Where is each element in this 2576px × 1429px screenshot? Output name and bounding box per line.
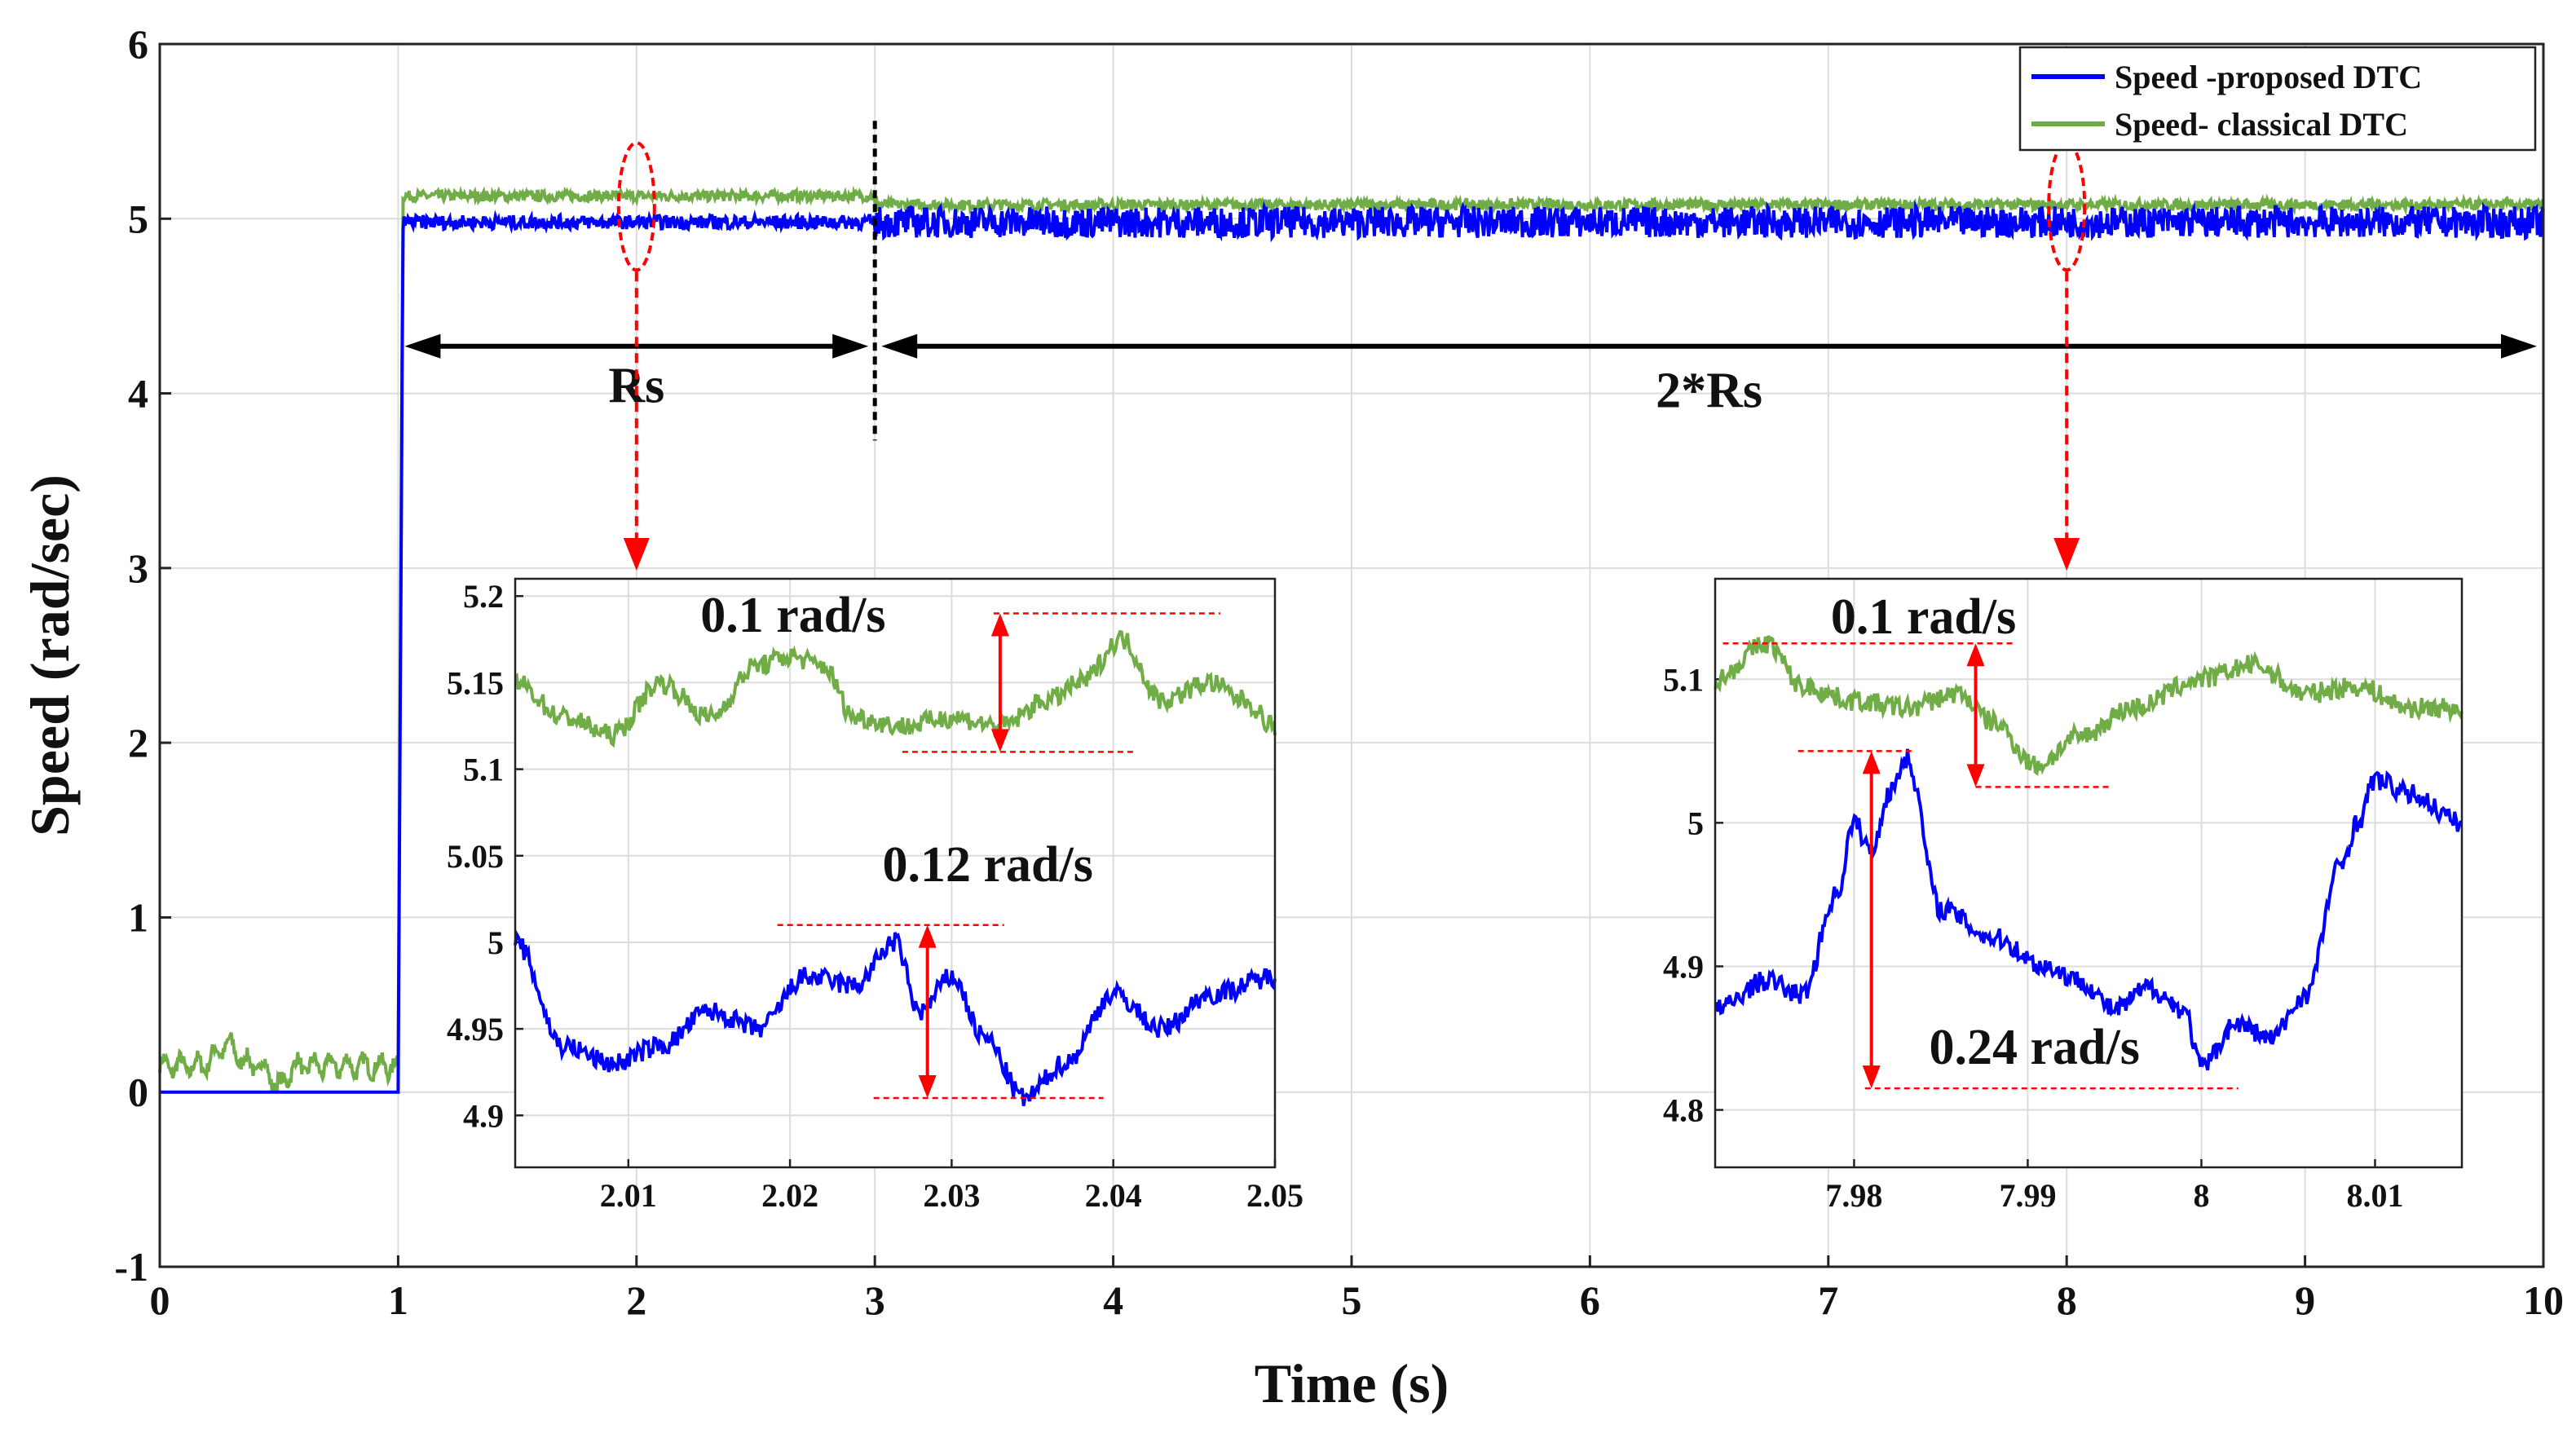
inset-series-line-classical (514, 629, 1277, 748)
x-tick-label: 10 (2523, 1277, 2564, 1323)
inset-2-frame (1714, 577, 2464, 1169)
inset-x-tick-label: 2.02 (761, 1177, 818, 1214)
inset-2-tick-labels: 7.98 7.99 8 8.01 4.8 4.9 5 5.1 (1663, 661, 2403, 1214)
inset-2-series (1714, 635, 2464, 1071)
y-tick-label: 4 (128, 371, 148, 417)
ripple-arrow-head-down (1966, 764, 1985, 787)
main-plot-frame (158, 42, 2545, 1268)
y-tick-label: 0 (128, 1070, 148, 1115)
x-tick-label: 4 (1103, 1277, 1123, 1323)
ripple-label-classical: 0.1 rad/s (1831, 589, 2016, 645)
x-tick-label: 5 (1342, 1277, 1362, 1323)
inset-y-tick-label: 4.9 (1663, 948, 1704, 985)
inset-y-tick-label: 5.1 (1663, 661, 1704, 698)
inset-x-tick-label: 2.04 (1085, 1177, 1142, 1214)
inset-2-background (1715, 579, 2462, 1167)
inset-y-tick-label: 5 (1687, 805, 1704, 841)
x-tick-label: 0 (150, 1277, 170, 1323)
zoom-1-ellipse (616, 141, 656, 272)
legend-label-classical: Speed- classical DTC (2115, 106, 2408, 143)
y-tick-label: -1 (114, 1244, 148, 1290)
inset-1-background (515, 579, 1275, 1167)
inset-1-tick-labels: 2.01 2.02 2.03 2.04 2.05 4.9 4.95 5 5.05 5.1 5.15 5… (447, 578, 1303, 1214)
x-tick-label: 6 (1580, 1277, 1600, 1323)
ripple-arrow-head-up (918, 924, 937, 948)
y-tick-label: 2 (128, 720, 148, 765)
inset-y-tick-label: 4.9 (463, 1097, 504, 1134)
x-tick-label: 3 (865, 1277, 885, 1323)
y-tick-label: 6 (128, 21, 148, 67)
main-series (158, 185, 2545, 1094)
y-tick-label: 5 (128, 196, 148, 241)
ripple-arrow-head-down (1862, 1065, 1881, 1089)
inset-y-tick-label: 5.05 (447, 838, 504, 875)
inset-series-line-proposed (1714, 748, 2463, 1071)
y-tick-label: 3 (128, 545, 148, 591)
ripple-arrow-head-up (990, 613, 1009, 637)
y-axis-label: Speed (rad/sec) (19, 474, 81, 836)
inset-1-frame (514, 577, 1277, 1169)
zoom-1-pointer-head (623, 538, 650, 571)
legend: Speed -proposed DTC Speed- classical DTC (2018, 46, 2537, 152)
ripple-arrow-head-down (990, 729, 1009, 752)
ripple-label-proposed: 0.24 rad/s (1930, 1020, 2140, 1075)
inset-x-tick-label: 8.01 (2346, 1177, 2403, 1214)
inset-x-tick-label: 8 (2193, 1177, 2209, 1214)
inset-1-series (514, 629, 1277, 1107)
arrow-rs-segment-head-right (832, 333, 869, 359)
legend-label-proposed: Speed -proposed DTC (2115, 59, 2422, 95)
inset-series-line-proposed (514, 928, 1277, 1107)
zoom-2-pointer-head (2053, 538, 2080, 571)
x-tick-label: 8 (2057, 1277, 2077, 1323)
series-line-proposed (160, 200, 2545, 1094)
x-tick-label: 7 (1818, 1277, 1838, 1323)
inset-y-tick-label: 4.95 (447, 1011, 504, 1047)
inset-x-tick-label: 7.98 (1825, 1177, 1882, 1214)
inset-x-tick-label: 2.03 (923, 1177, 980, 1214)
inset-y-tick-label: 4.8 (1663, 1092, 1704, 1129)
ripple-arrow-head-up (1862, 751, 1881, 774)
inset-1-annotations: 0.1 rad/s 0.12 rad/s (700, 588, 1220, 1100)
ripple-arrow-head-up (1966, 643, 1985, 667)
arrow-2rs-segment-head-right (2501, 333, 2537, 359)
zoom-2-ellipse (2047, 141, 2087, 272)
inset-zoom-2s: 2.01 2.02 2.03 2.04 2.05 4.9 4.95 5 5.05 5.1 5.15 5… (447, 577, 1303, 1214)
inset-y-tick-label: 5.15 (447, 664, 504, 701)
inset-2-grid (1715, 579, 2462, 1167)
x-axis-label: Time (s) (1255, 1352, 1449, 1414)
ripple-label-classical: 0.1 rad/s (700, 588, 885, 643)
inset-series-line-classical (1714, 635, 2464, 776)
inset-x-tick-label: 2.05 (1246, 1177, 1303, 1214)
arrow-2rs-segment-head-left (881, 333, 918, 359)
inset-x-tick-label: 2.01 (600, 1177, 657, 1214)
inset-zoom-8s: 7.98 7.99 8 8.01 4.8 4.9 5 5.1 0.1 rad/s 0.24 r… (1663, 577, 2464, 1214)
main-annotations: Rs 2*Rs (404, 121, 2537, 571)
x-tick-label: 9 (2295, 1277, 2315, 1323)
segment-2rs-label: 2*Rs (1656, 364, 1762, 419)
legend-box (2018, 46, 2537, 152)
series-line-classical (158, 185, 2544, 1094)
inset-2-annotations: 0.1 rad/s 0.24 rad/s (1722, 589, 2239, 1090)
ripple-arrow-head-down (918, 1075, 937, 1099)
inset-y-tick-label: 5 (487, 924, 504, 961)
x-tick-label: 2 (626, 1277, 646, 1323)
inset-y-tick-label: 5.2 (463, 578, 504, 615)
inset-x-tick-label: 7.99 (1999, 1177, 2056, 1214)
inset-y-tick-label: 5.1 (463, 752, 504, 788)
arrow-rs-segment-head-left (404, 333, 441, 359)
x-tick-label: 1 (388, 1277, 408, 1323)
y-tick-label: 1 (128, 894, 148, 940)
ripple-label-proposed: 0.12 rad/s (882, 837, 1092, 893)
